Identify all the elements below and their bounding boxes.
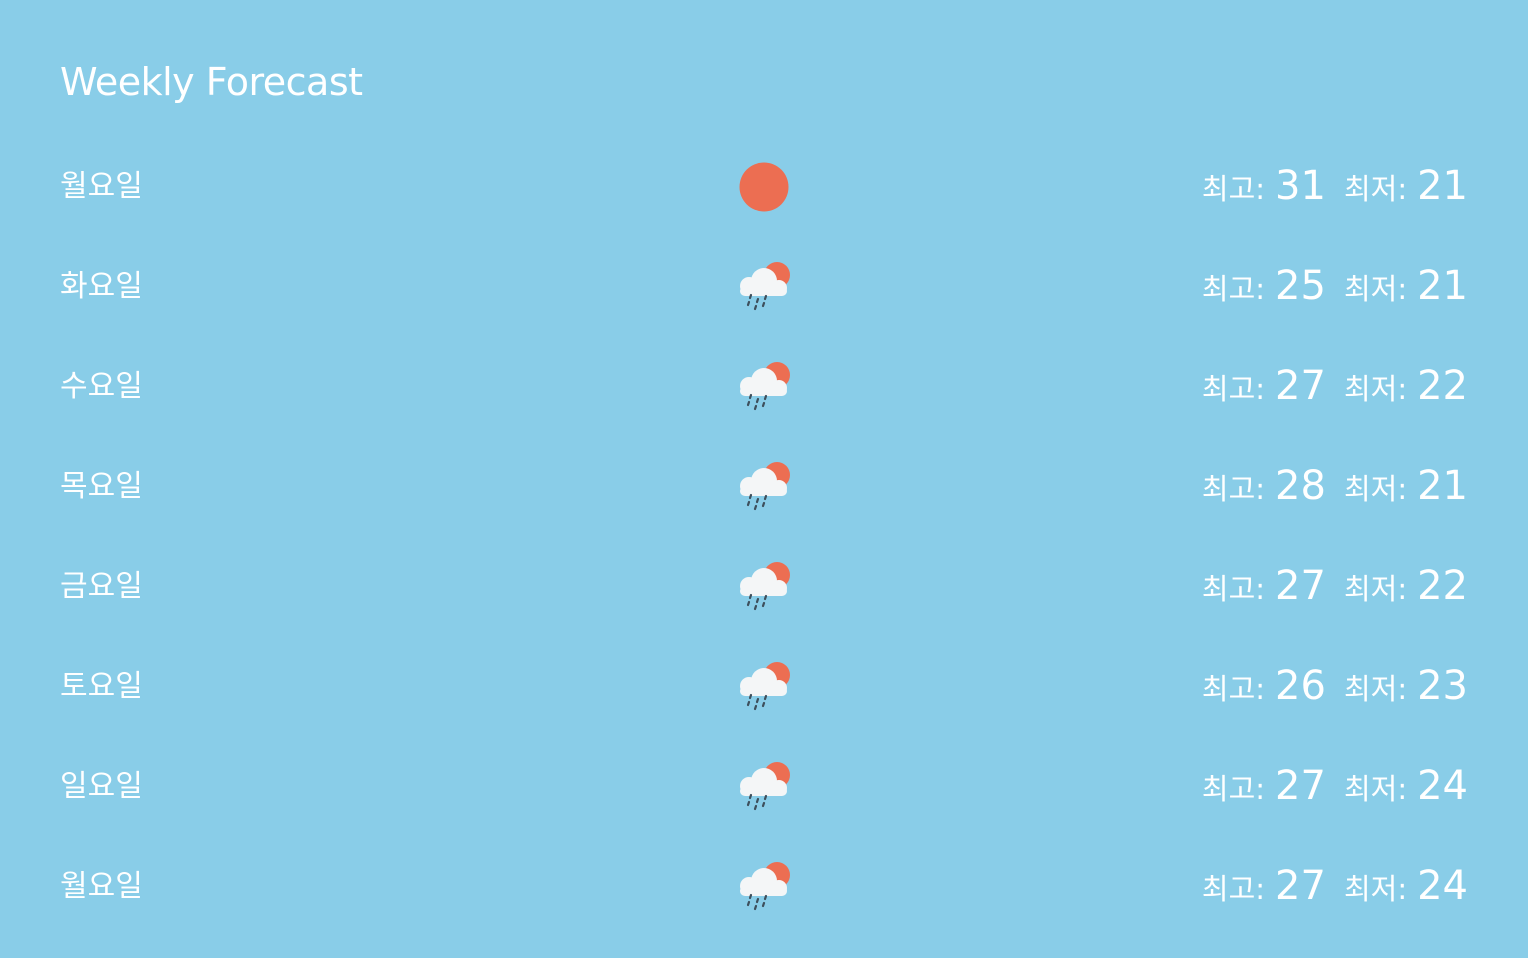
- temperature-range: 최고: 28 최저: 21: [1202, 463, 1468, 509]
- low-temp: 21: [1417, 163, 1468, 209]
- cloud-rain-sun-icon: [736, 661, 792, 713]
- low-temp: 22: [1417, 363, 1468, 409]
- low-temp: 21: [1417, 263, 1468, 309]
- day-label: 목요일: [60, 469, 143, 504]
- high-temp: 27: [1275, 563, 1326, 609]
- day-label: 수요일: [60, 369, 143, 404]
- low-temp: 23: [1417, 663, 1468, 709]
- low-label: 최저:: [1343, 172, 1408, 206]
- low-label: 최저:: [1343, 872, 1408, 906]
- low-label: 최저:: [1343, 472, 1408, 506]
- low-label: 최저:: [1343, 272, 1408, 306]
- cloud-rain-sun-icon: [736, 361, 792, 413]
- forecast-row: 금요일 최고: 27 최저: 22: [0, 537, 1528, 637]
- page-title: Weekly Forecast: [60, 60, 363, 104]
- day-label: 토요일: [60, 669, 143, 704]
- high-label: 최고:: [1201, 372, 1266, 406]
- day-label: 화요일: [60, 269, 143, 304]
- temperature-range: 최고: 27 최저: 24: [1202, 763, 1468, 809]
- high-label: 최고:: [1201, 472, 1266, 506]
- cloud-rain-sun-icon: [736, 561, 792, 613]
- day-label: 일요일: [60, 769, 143, 804]
- cloud-rain-sun-icon: [736, 761, 792, 813]
- low-label: 최저:: [1343, 572, 1408, 606]
- low-temp: 22: [1417, 563, 1468, 609]
- high-temp: 26: [1275, 663, 1326, 709]
- forecast-row: 화요일 최고: 25 최저: 21: [0, 237, 1528, 337]
- high-temp: 31: [1275, 163, 1326, 209]
- low-temp: 21: [1417, 463, 1468, 509]
- high-label: 최고:: [1201, 872, 1266, 906]
- high-label: 최고:: [1201, 772, 1266, 806]
- high-temp: 27: [1275, 363, 1326, 409]
- forecast-row: 월요일 최고: 31 최저: 21: [0, 137, 1528, 237]
- forecast-row: 수요일 최고: 27 최저: 22: [0, 337, 1528, 437]
- low-label: 최저:: [1343, 372, 1408, 406]
- high-temp: 25: [1275, 263, 1326, 309]
- low-temp: 24: [1417, 763, 1468, 809]
- forecast-list: 월요일 최고: 31 최저: 21 화요일 최고: 25 최저: 21 수요일: [0, 137, 1528, 937]
- cloud-rain-sun-icon: [736, 861, 792, 913]
- day-label: 금요일: [60, 569, 143, 604]
- high-label: 최고:: [1201, 172, 1266, 206]
- high-temp: 27: [1275, 763, 1326, 809]
- forecast-row: 월요일 최고: 27 최저: 24: [0, 837, 1528, 937]
- high-label: 최고:: [1201, 272, 1266, 306]
- temperature-range: 최고: 27 최저: 22: [1202, 563, 1468, 609]
- temperature-range: 최고: 27 최저: 22: [1202, 363, 1468, 409]
- temperature-range: 최고: 31 최저: 21: [1202, 163, 1468, 209]
- sun-icon: [736, 161, 792, 213]
- forecast-row: 토요일 최고: 26 최저: 23: [0, 637, 1528, 737]
- cloud-rain-sun-icon: [736, 461, 792, 513]
- temperature-range: 최고: 25 최저: 21: [1202, 263, 1468, 309]
- day-label: 월요일: [60, 169, 143, 204]
- high-label: 최고:: [1201, 572, 1266, 606]
- low-label: 최저:: [1343, 772, 1408, 806]
- low-temp: 24: [1417, 863, 1468, 909]
- high-temp: 28: [1275, 463, 1326, 509]
- low-label: 최저:: [1343, 672, 1408, 706]
- high-temp: 27: [1275, 863, 1326, 909]
- temperature-range: 최고: 26 최저: 23: [1202, 663, 1468, 709]
- forecast-row: 목요일 최고: 28 최저: 21: [0, 437, 1528, 537]
- cloud-rain-sun-icon: [736, 261, 792, 313]
- high-label: 최고:: [1201, 672, 1266, 706]
- temperature-range: 최고: 27 최저: 24: [1202, 863, 1468, 909]
- day-label: 월요일: [60, 869, 143, 904]
- forecast-row: 일요일 최고: 27 최저: 24: [0, 737, 1528, 837]
